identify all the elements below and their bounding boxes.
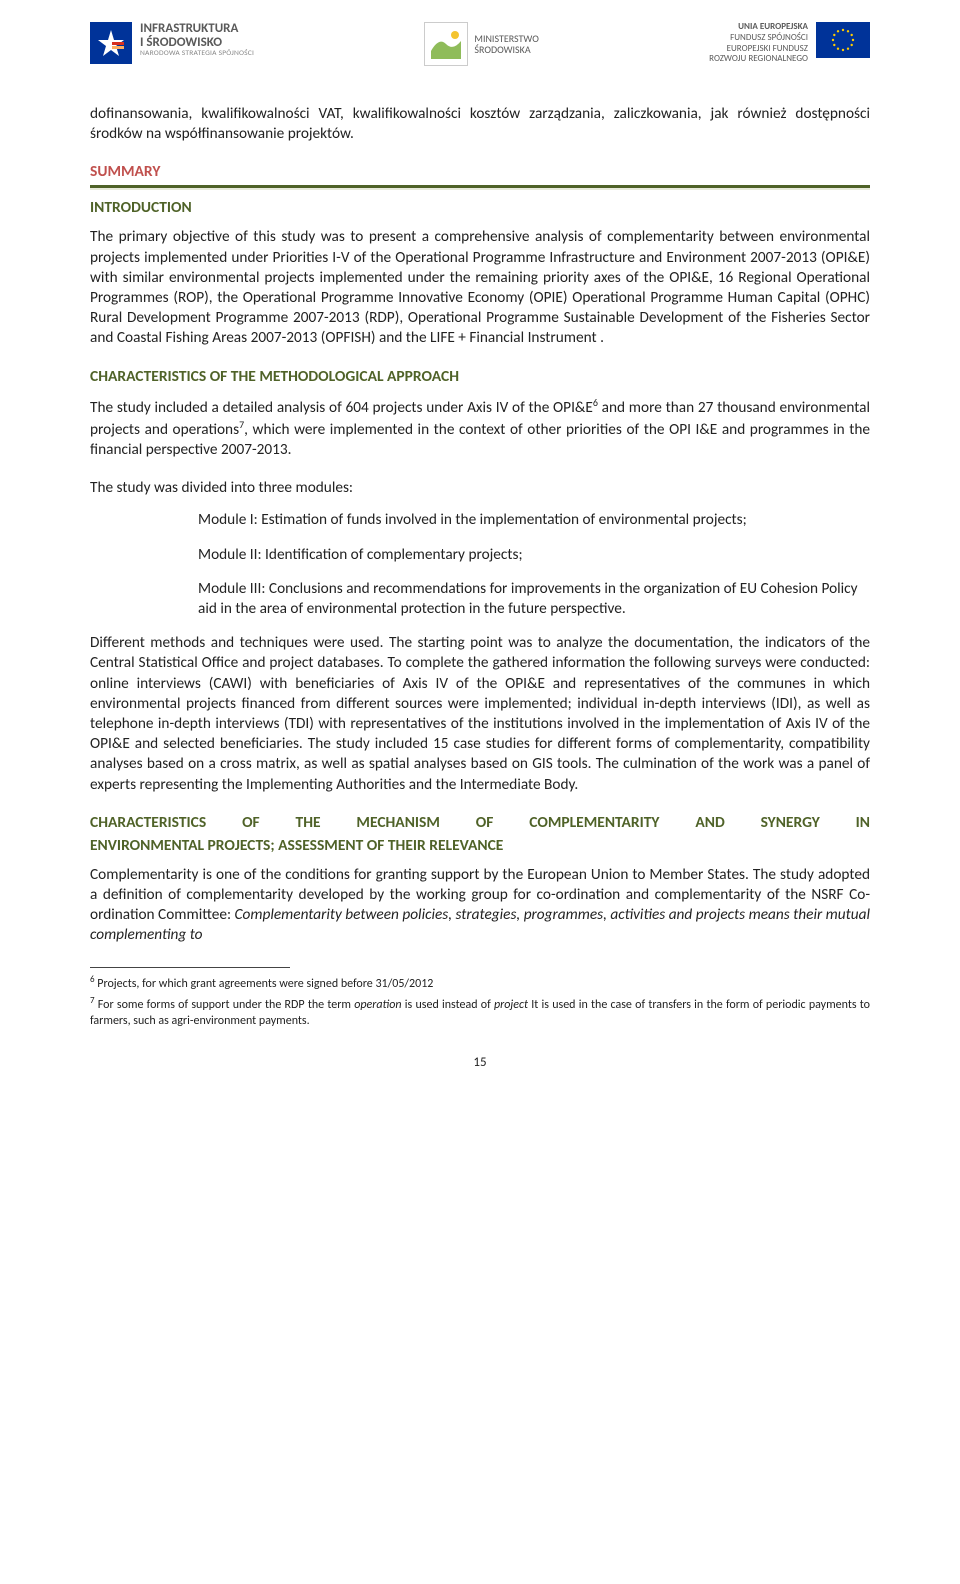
methods-p3: Different methods and techniques were us… [90, 633, 870, 795]
logo-left-line2: I ŚRODOWISKO [140, 36, 254, 50]
module-1: Module I: Estimation of funds involved i… [198, 510, 870, 530]
logo-right-text: UNIA EUROPEJSKA FUNDUSZ SPÓJNOŚCI EUROPE… [709, 22, 808, 65]
module-3: Module III: Conclusions and recommendati… [198, 579, 870, 619]
summary-heading: SUMMARY [90, 162, 870, 181]
logo-mid-line2: ŚRODOWISKA [474, 44, 538, 55]
logo-left-icon [90, 22, 132, 64]
summary-rule [90, 185, 870, 188]
fn7-c: is used instead of [402, 998, 494, 1012]
mechanism-heading-line1: CHARACTERISTICS OF THE MECHANISM OF COMP… [90, 813, 870, 832]
logo-right: UNIA EUROPEJSKA FUNDUSZ SPÓJNOŚCI EUROPE… [709, 22, 870, 65]
mechanism-heading-line2: ENVIRONMENTAL PROJECTS; ASSESSMENT OF TH… [90, 836, 870, 855]
module-2: Module II: Identification of complementa… [198, 545, 870, 565]
footnote-6: 6 Projects, for which grant agreements w… [90, 974, 870, 993]
method-p1-a: The study included a detailed analysis o… [90, 398, 593, 417]
logo-middle: MINISTERSTWO ŚRODOWISKA [424, 22, 538, 66]
mechanism-p1: Complementarity is one of the conditions… [90, 865, 870, 946]
logo-left-text: INFRASTRUKTURA I ŚRODOWISKO NARODOWA STR… [140, 22, 254, 58]
introduction-heading: INTRODUCTION [90, 198, 870, 217]
methodological-heading: CHARACTERISTICS OF THE METHODOLOGICAL AP… [90, 367, 870, 386]
footnote6-text: Projects, for which grant agreements wer… [95, 977, 434, 991]
page: INFRASTRUKTURA I ŚRODOWISKO NARODOWA STR… [0, 0, 960, 1100]
logo-right-line4: ROZWOJU REGIONALNEGO [709, 54, 808, 65]
footnote-rule [90, 967, 290, 968]
intro-paragraph: dofinansowania, kwalifikowalności VAT, k… [90, 104, 870, 144]
method-p2: The study was divided into three modules… [90, 478, 870, 498]
logo-middle-text: MINISTERSTWO ŚRODOWISKA [474, 33, 538, 55]
fn7-d: project [494, 998, 528, 1012]
logo-right-line2: FUNDUSZ SPÓJNOŚCI [709, 33, 808, 44]
logo-left: INFRASTRUKTURA I ŚRODOWISKO NARODOWA STR… [90, 22, 254, 64]
introduction-text: The primary objective of this study was … [90, 227, 870, 348]
modules-block: Module I: Estimation of funds involved i… [198, 510, 870, 619]
eu-flag-icon [816, 22, 870, 58]
fn7-b: operation [354, 998, 401, 1012]
logo-left-line1: INFRASTRUKTURA [140, 22, 254, 36]
page-number: 15 [90, 1055, 870, 1070]
footnote-7: 7 For some forms of support under the RD… [90, 995, 870, 1029]
logo-middle-icon [424, 22, 468, 66]
fn7-a: For some forms of support under the RDP … [95, 998, 355, 1012]
method-p1: The study included a detailed analysis o… [90, 396, 870, 461]
logo-left-sub: NARODOWA STRATEGIA SPÓJNOŚCI [140, 49, 254, 58]
header-bar: INFRASTRUKTURA I ŚRODOWISKO NARODOWA STR… [90, 22, 870, 78]
